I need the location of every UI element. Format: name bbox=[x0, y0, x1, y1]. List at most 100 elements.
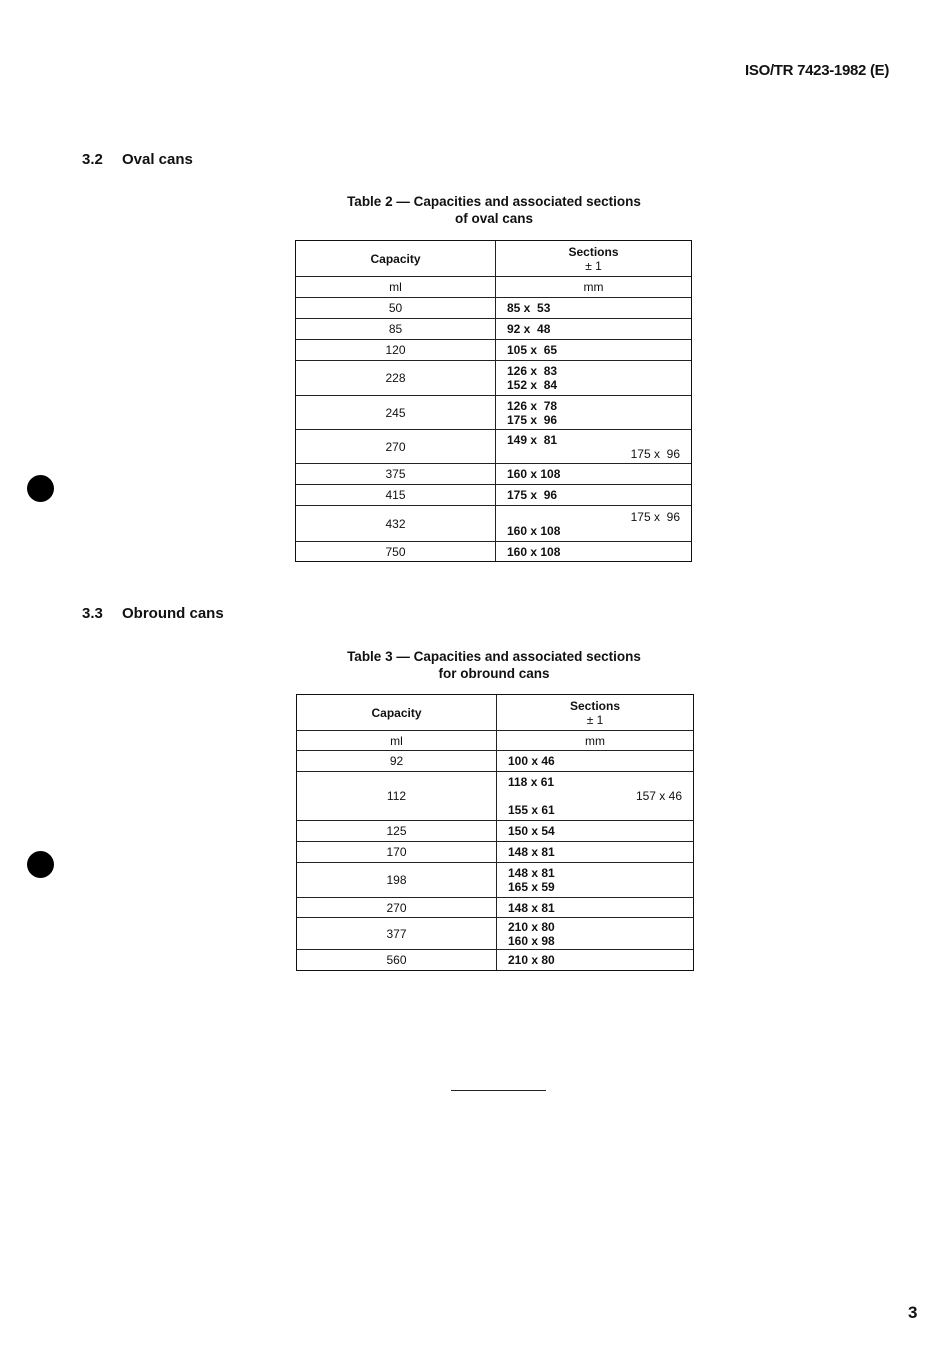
table3-obround-cans: Capacity Sections ± 1 ml mm 92 100 x 46 112 118 … bbox=[296, 694, 694, 971]
sections-cell: 175 x 96 bbox=[496, 485, 691, 505]
capacity-cell: 270 bbox=[297, 898, 497, 917]
capacity-cell: 170 bbox=[297, 842, 497, 862]
capacity-cell: 432 bbox=[296, 506, 496, 541]
table3-caption: Table 3 — Capacities and associated sect… bbox=[294, 648, 694, 682]
table-row: 377 210 x 80 160 x 98 bbox=[297, 917, 693, 949]
capacity-cell: 85 bbox=[296, 319, 496, 339]
table-row: 228 126 x 83 152 x 84 bbox=[296, 360, 691, 395]
section-value: 118 x 61 bbox=[508, 775, 555, 789]
capacity-unit: ml bbox=[297, 731, 497, 750]
table-row: 120 105 x 65 bbox=[296, 339, 691, 360]
capacity-header: Capacity bbox=[296, 241, 496, 276]
table3-caption-line2: for obround cans bbox=[438, 666, 550, 681]
tolerance-label: ± 1 bbox=[585, 258, 602, 273]
table-row: 432 175 x 96 160 x 108 bbox=[296, 505, 691, 541]
section-value: 149 x 81 bbox=[507, 432, 558, 447]
sections-cell: 210 x 80 bbox=[497, 950, 693, 970]
sections-cell: 92 x 48 bbox=[496, 319, 691, 339]
section-value: 175 x 96 bbox=[630, 509, 680, 524]
sections-header-label: Sections bbox=[568, 244, 619, 259]
table2-oval-cans: Capacity Sections ± 1 ml mm 50 85 x 53 85 92 x 4… bbox=[295, 240, 692, 562]
section-value: 148 x 81 bbox=[508, 845, 555, 859]
section-value: 92 x 48 bbox=[507, 322, 551, 336]
bullet-marker bbox=[27, 475, 54, 502]
table-row: Capacity Sections ± 1 bbox=[296, 241, 691, 276]
table-row: 375 160 x 108 bbox=[296, 463, 691, 484]
sections-cell: 175 x 96 160 x 108 bbox=[496, 506, 691, 541]
sections-cell: 160 x 108 bbox=[496, 464, 691, 484]
document-id: ISO/TR 7423-1982 (E) bbox=[745, 62, 890, 79]
capacity-cell: 112 bbox=[297, 772, 497, 820]
capacity-cell: 228 bbox=[296, 361, 496, 395]
section-value: 126 x 83 bbox=[507, 364, 558, 378]
table-row: 750 160 x 108 bbox=[296, 541, 691, 561]
capacity-cell: 750 bbox=[296, 542, 496, 561]
page-number: 3 bbox=[908, 1303, 918, 1322]
sections-cell: 150 x 54 bbox=[497, 821, 693, 841]
section-value: 210 x 80 bbox=[508, 919, 555, 934]
capacity-cell: 375 bbox=[296, 464, 496, 484]
bullet-marker bbox=[27, 851, 54, 878]
sections-header: Sections ± 1 bbox=[496, 241, 691, 276]
table-row: ml mm bbox=[296, 276, 691, 297]
capacity-unit: ml bbox=[296, 277, 496, 297]
table2-caption-line1: Table 2 — Capacities and associated sect… bbox=[347, 194, 641, 209]
section-value: 85 x 53 bbox=[507, 301, 551, 315]
section-heading-oval: 3.2 Oval cans bbox=[82, 151, 193, 168]
section-number: 3.3 bbox=[82, 605, 103, 622]
section-value: 126 x 78 bbox=[507, 398, 558, 413]
section-value: 148 x 81 bbox=[508, 866, 555, 880]
section-value: 150 x 54 bbox=[508, 824, 555, 838]
section-value: 160 x 108 bbox=[507, 523, 561, 538]
sections-cell: 149 x 81 175 x 96 bbox=[496, 430, 691, 463]
capacity-cell: 270 bbox=[296, 430, 496, 463]
sections-cell: 210 x 80 160 x 98 bbox=[497, 918, 693, 949]
table-row: 560 210 x 80 bbox=[297, 949, 693, 970]
section-value: 160 x 108 bbox=[507, 467, 561, 481]
sections-header: Sections ± 1 bbox=[497, 695, 693, 730]
end-rule bbox=[451, 1090, 546, 1091]
section-value: 155 x 61 bbox=[508, 803, 555, 817]
sections-unit: mm bbox=[583, 280, 604, 294]
section-value: 165 x 59 bbox=[508, 880, 555, 894]
sections-cell: 148 x 81 bbox=[497, 842, 693, 862]
table-row: ml mm bbox=[297, 730, 693, 750]
sections-cell: 85 x 53 bbox=[496, 298, 691, 318]
table-row: 125 150 x 54 bbox=[297, 820, 693, 841]
sections-cell: 118 x 61 157 x 46 155 x 61 bbox=[497, 772, 693, 820]
section-value: 160 x 98 bbox=[508, 933, 555, 948]
section-value: 210 x 80 bbox=[508, 953, 555, 967]
table-row: 270 149 x 81 175 x 96 bbox=[296, 429, 691, 463]
table-row: 245 126 x 78 175 x 96 bbox=[296, 395, 691, 429]
sections-cell: 100 x 46 bbox=[497, 751, 693, 771]
table2-caption: Table 2 — Capacities and associated sect… bbox=[294, 193, 694, 227]
section-heading-obround: 3.3 Obround cans bbox=[82, 605, 224, 622]
section-value: 175 x 96 bbox=[630, 446, 680, 461]
table-row: 415 175 x 96 bbox=[296, 484, 691, 505]
table-row: 270 148 x 81 bbox=[297, 897, 693, 917]
sections-cell: 105 x 65 bbox=[496, 340, 691, 360]
section-value: 157 x 46 bbox=[635, 789, 682, 803]
section-value: 105 x 65 bbox=[507, 343, 558, 357]
table-row: 198 148 x 81 165 x 59 bbox=[297, 862, 693, 897]
section-title: Obround cans bbox=[122, 605, 224, 622]
section-value: 175 x 96 bbox=[507, 488, 558, 502]
table-row: 50 85 x 53 bbox=[296, 297, 691, 318]
sections-unit: mm bbox=[585, 733, 605, 748]
section-title: Oval cans bbox=[122, 151, 193, 168]
section-value: 175 x 96 bbox=[507, 412, 558, 427]
table-row: 170 148 x 81 bbox=[297, 841, 693, 862]
capacity-cell: 377 bbox=[297, 918, 497, 949]
section-value: 100 x 46 bbox=[508, 754, 555, 768]
section-value: 148 x 81 bbox=[508, 900, 555, 915]
sections-cell: 160 x 108 bbox=[496, 542, 691, 561]
section-value: 160 x 108 bbox=[507, 544, 561, 559]
capacity-header: Capacity bbox=[297, 695, 497, 730]
capacity-cell: 560 bbox=[297, 950, 497, 970]
capacity-cell: 92 bbox=[297, 751, 497, 771]
table-row: 85 92 x 48 bbox=[296, 318, 691, 339]
table3-caption-line1: Table 3 — Capacities and associated sect… bbox=[347, 649, 641, 664]
section-number: 3.2 bbox=[82, 151, 103, 168]
sections-cell: 148 x 81 bbox=[497, 898, 693, 917]
table-row: 112 118 x 61 157 x 46 155 x 61 bbox=[297, 771, 693, 820]
